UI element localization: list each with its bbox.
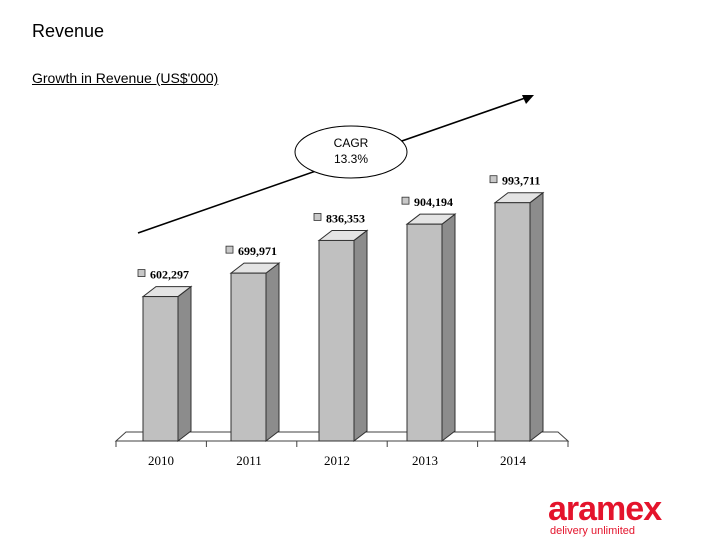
data-label-key — [489, 175, 498, 184]
x-tick-label: 2014 — [500, 453, 527, 468]
bar-front — [494, 202, 531, 442]
cagr-label: CAGR — [334, 136, 369, 150]
bar-side — [177, 285, 192, 443]
cagr-callout: CAGR 13.3% — [294, 125, 408, 179]
x-axis-labels: 2010 2011 2012 2013 2014 — [148, 453, 527, 468]
data-label: 699,971 — [225, 244, 277, 258]
aramex-logo: aramex delivery unlimited — [548, 490, 698, 537]
bar-side — [353, 229, 368, 443]
data-label: 602,297 — [137, 268, 189, 282]
data-label-value: 836,353 — [326, 211, 365, 225]
bar-front — [406, 223, 443, 442]
trend-arrowhead — [522, 95, 534, 104]
bar-front — [230, 272, 267, 442]
data-label: 904,194 — [401, 195, 453, 209]
data-label-value: 602,297 — [150, 268, 189, 282]
x-tick-label: 2011 — [236, 453, 262, 468]
data-label-key — [137, 269, 146, 277]
bar-2011 — [229, 262, 281, 443]
bars-group — [141, 191, 545, 443]
cagr-value: 13.3% — [334, 152, 368, 166]
bar-front — [142, 296, 179, 442]
slide-title: Revenue — [32, 21, 105, 41]
x-tick-label: 2013 — [412, 453, 438, 468]
data-label-value: 699,971 — [238, 244, 277, 258]
data-label-key — [313, 213, 322, 221]
bar-front — [318, 239, 355, 442]
data-label-key — [225, 245, 234, 254]
data-labels-group: 602,297 699,971 836,353 904,194 993,711 — [137, 174, 540, 282]
bar-side — [441, 213, 456, 443]
bar-2014 — [493, 191, 545, 443]
x-tick-label: 2010 — [148, 453, 174, 468]
callout-ellipse — [294, 125, 408, 179]
brand-name: aramex — [548, 490, 662, 528]
chart-title: Growth in Revenue (US$'000) — [32, 70, 219, 86]
bar-side — [529, 191, 544, 443]
data-label: 993,711 — [489, 174, 540, 188]
bar-2013 — [405, 213, 457, 443]
bar-2010 — [141, 285, 193, 443]
brand-tagline: delivery unlimited — [550, 525, 635, 537]
data-label-value: 993,711 — [502, 174, 540, 188]
bar-side — [265, 262, 280, 443]
data-label: 836,353 — [313, 211, 365, 225]
data-label-key — [401, 196, 410, 205]
x-tick-label: 2012 — [324, 453, 350, 468]
data-label-value: 904,194 — [414, 195, 453, 209]
bar-2012 — [317, 229, 369, 443]
